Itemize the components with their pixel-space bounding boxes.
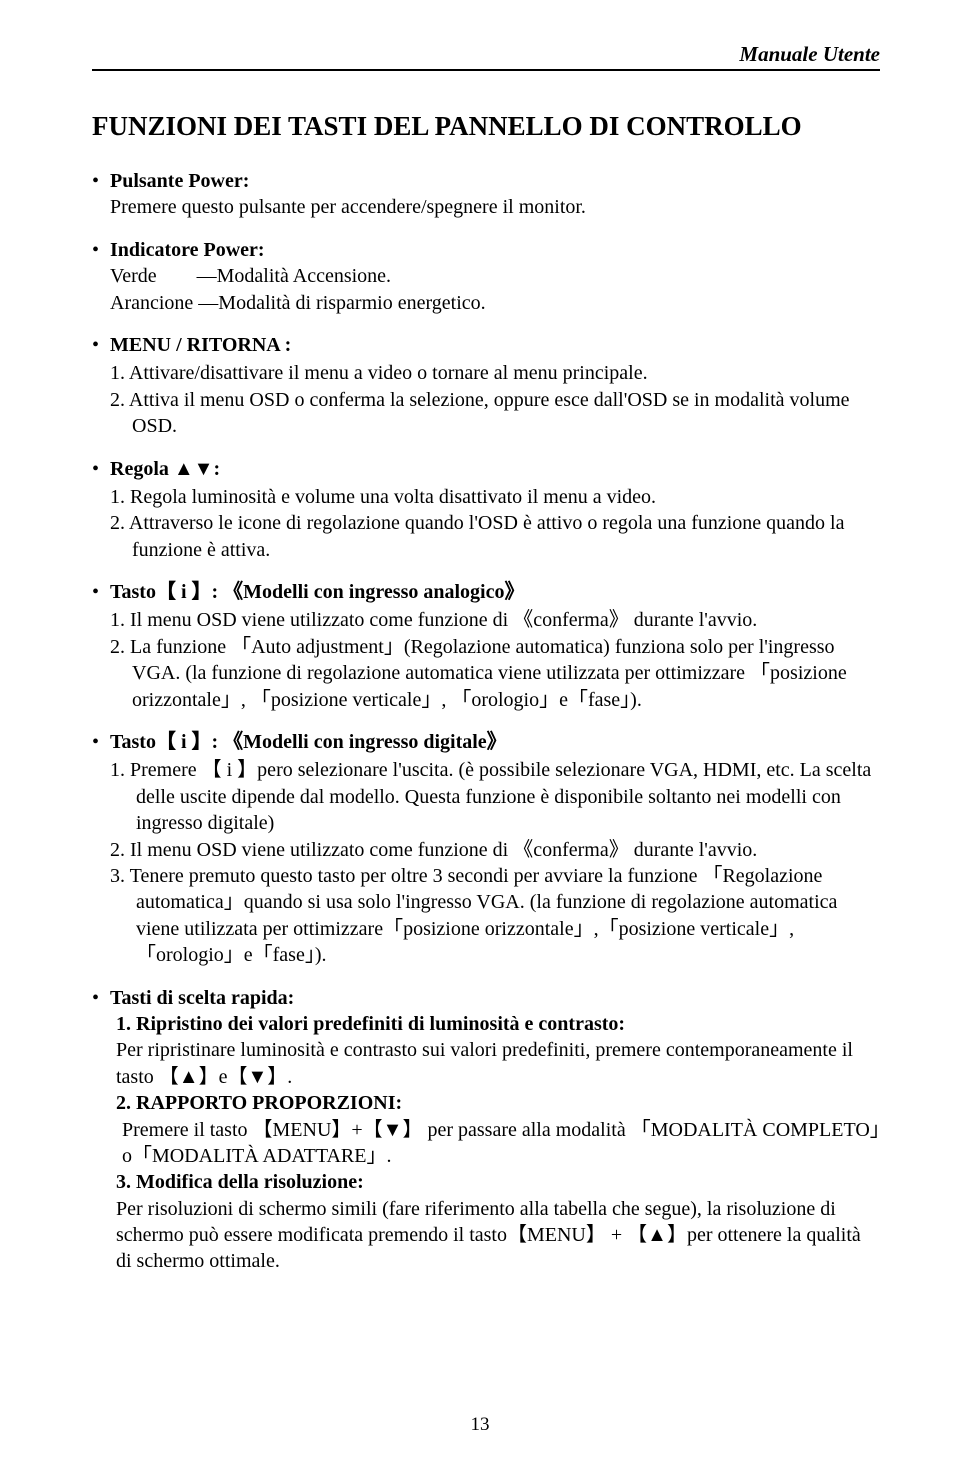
main-title: FUNZIONI DEI TASTI DEL PANNELLO DI CONTR…: [92, 111, 880, 142]
key-i-digital-item2: 2. Il menu OSD viene utilizzato come fun…: [110, 837, 880, 863]
section-menu-return: MENU / RITORNA : 1. Attivare/disattivare…: [92, 332, 880, 440]
indicator-line1a: Verde: [110, 265, 157, 287]
header-title: Manuale Utente: [739, 42, 880, 66]
hotkeys-h3: 3. Modifica della risoluzione:: [116, 1169, 880, 1195]
key-i-digital-item3: 3. Tenere premuto questo tasto per oltre…: [110, 863, 880, 969]
menu-return-item2: 2. Attiva il menu OSD o conferma la sele…: [110, 387, 880, 440]
body-power-button: Premere questo pulsante per accendere/sp…: [110, 196, 586, 218]
key-i-analog-item2: 2. La funzione 「Auto adjustment」(Regolaz…: [110, 634, 880, 713]
lead-power-indicator: Indicatore Power:: [110, 239, 265, 261]
section-power-button: Pulsante Power: Premere questo pulsante …: [92, 168, 880, 221]
indicator-line1b: —Modalità Accensione.: [197, 265, 391, 287]
adjust-item2: 2. Attraverso le icone di regolazione qu…: [110, 510, 880, 563]
hotkeys-h2: 2. RAPPORTO PROPORZIONI:: [116, 1090, 880, 1116]
lead-adjust: Regola ▲▼:: [110, 458, 220, 480]
section-power-indicator: Indicatore Power: Verde —Modalità Accensi…: [92, 237, 880, 316]
section-key-i-digital: Tasto【 i 】: 《Modelli con ingresso digita…: [92, 729, 880, 969]
section-hotkeys: Tasti di scelta rapida: 1. Ripristino de…: [92, 985, 880, 1275]
indicator-line2: Arancione —Modalità di risparmio energet…: [110, 292, 486, 314]
hotkeys-b1: Per ripristinare luminosità e contrasto …: [116, 1037, 880, 1090]
adjust-item1: 1. Regola luminosità e volume una volta …: [110, 484, 880, 510]
key-i-analog-item1: 1. Il menu OSD viene utilizzato come fun…: [110, 607, 880, 633]
section-key-i-analog: Tasto【 i 】: 《Modelli con ingresso analog…: [92, 579, 880, 713]
lead-menu-return: MENU / RITORNA :: [110, 334, 291, 356]
lead-hotkeys: Tasti di scelta rapida:: [110, 987, 294, 1009]
content-list: Pulsante Power: Premere questo pulsante …: [92, 168, 880, 1275]
hotkeys-b3: Per risoluzioni di schermo simili (fare …: [116, 1196, 880, 1275]
lead-key-i-analog: Tasto【 i 】: 《Modelli con ingresso analog…: [110, 581, 524, 603]
menu-return-item1: 1. Attivare/disattivare il menu a video …: [110, 360, 880, 386]
section-adjust: Regola ▲▼: 1. Regola luminosità e volume…: [92, 456, 880, 564]
page-number: 13: [0, 1414, 960, 1436]
key-i-digital-item1: 1. Premere 【 i 】pero selezionare l'uscit…: [110, 757, 880, 836]
lead-power-button: Pulsante Power:: [110, 170, 249, 192]
lead-key-i-digital: Tasto【 i 】: 《Modelli con ingresso digita…: [110, 731, 507, 753]
page-header: Manuale Utente: [92, 42, 880, 71]
hotkeys-h1: 1. Ripristino dei valori predefiniti di …: [116, 1011, 880, 1037]
hotkeys-b2: Premere il tasto 【MENU】+【▼】 per passare …: [116, 1117, 880, 1170]
